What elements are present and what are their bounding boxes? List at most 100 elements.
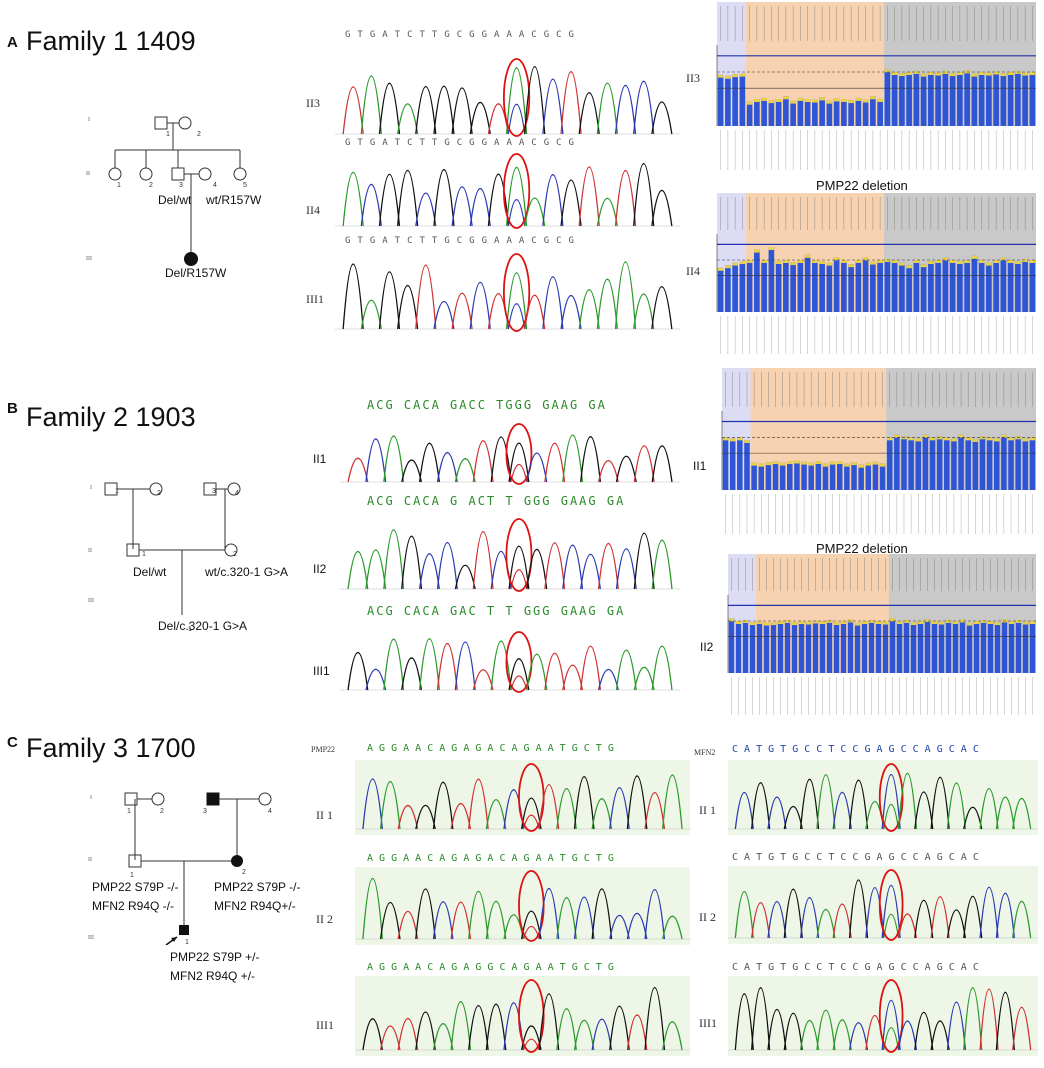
mlpa-bar-cap: [877, 99, 883, 102]
mlpa-bar-cap: [868, 619, 875, 623]
mlpa-bar: [804, 99, 811, 126]
mlpa-bar-cap: [986, 72, 992, 76]
trace-peak: [609, 914, 630, 940]
trace-peak: [472, 440, 494, 483]
mlpa-chart-b-ii1: [721, 368, 1036, 534]
mlpa-bar: [906, 265, 912, 312]
mlpa-bar: [756, 621, 763, 673]
mlpa-bar-cap: [784, 619, 791, 623]
mlpa-bar-cap: [761, 260, 767, 263]
mlpa-bar: [882, 621, 889, 673]
mlpa-bar-cap: [1029, 72, 1036, 75]
trace-peak: [591, 798, 613, 830]
mlpa-bar-cap: [928, 261, 934, 265]
mlpa-bar: [1015, 261, 1021, 312]
trace-peak: [520, 910, 542, 940]
mlpa-bar-cap: [862, 99, 869, 103]
mlpa-bar: [797, 97, 804, 126]
trace-peak: [454, 564, 476, 590]
mlpa-bar-cap: [775, 261, 782, 265]
sequence-text: A G G A A C A G A G G C A G A A T G C T …: [367, 962, 614, 973]
mlpa-bar-cap: [848, 264, 854, 268]
mlpa-bar: [924, 618, 931, 673]
mlpa-bar-cap: [944, 437, 950, 441]
mlpa-bar: [725, 75, 731, 126]
trace-peak: [485, 798, 507, 830]
mlpa-bar: [935, 72, 941, 126]
trace-peak: [580, 553, 602, 590]
trace-peak: [848, 1022, 869, 1051]
mlpa-bar-cap: [855, 97, 862, 101]
individual-index: 2: [157, 490, 161, 497]
mlpa-bar: [862, 99, 869, 126]
mlpa-bar: [936, 436, 943, 490]
mlpa-bar-cap: [884, 69, 891, 73]
mlpa-bar-cap: [978, 260, 985, 263]
mlpa-bar-cap: [861, 621, 868, 624]
mlpa-chart-a-ii4: [716, 193, 1036, 354]
trace-peak: [881, 999, 901, 1051]
trace-peak: [454, 641, 476, 691]
mlpa-bar: [754, 99, 760, 126]
genotype-label: Del/R157W: [165, 266, 227, 280]
trace-peak: [995, 992, 1015, 1051]
mlpa-bar: [862, 257, 869, 312]
generation-label: III: [86, 256, 92, 262]
mlpa-bar-cap: [798, 621, 805, 624]
trace-peak: [526, 549, 548, 590]
mlpa-bar-cap: [819, 621, 826, 624]
mlpa-bar-cap: [879, 463, 886, 467]
panel-letter-b: B: [7, 400, 18, 417]
mlpa-bar-cap: [877, 260, 883, 263]
mlpa-bar: [986, 262, 992, 312]
trace-peak: [591, 888, 613, 940]
mlpa-chart-b-ii2: [727, 554, 1036, 715]
trace-peak: [946, 1001, 967, 1051]
mlpa-bar: [929, 437, 936, 490]
mlpa-bar-cap: [884, 258, 891, 262]
mlpa-bar-cap: [942, 257, 949, 261]
trace-peak: [490, 436, 512, 483]
mlpa-bar: [931, 621, 938, 673]
mlpa-bar-cap: [1008, 621, 1015, 624]
mlpa-bar: [775, 99, 782, 126]
mlpa-bar-cap: [841, 260, 847, 263]
mlpa-bar: [949, 260, 956, 312]
trace-label: II 2: [316, 912, 333, 926]
mlpa-bar-cap: [729, 438, 736, 442]
trace-peak: [360, 299, 382, 330]
mlpa-bar: [1029, 260, 1036, 312]
trace-peak: [418, 638, 440, 691]
trace-peak: [451, 87, 473, 135]
mlpa-bar: [879, 463, 886, 490]
trace-peak: [633, 532, 655, 590]
trace-label: III1: [316, 1018, 334, 1032]
trace-peak: [360, 184, 382, 227]
mlpa-bar-cap: [804, 254, 811, 258]
trace-peak: [614, 170, 637, 227]
trace-peak: [538, 887, 560, 940]
trace-peak: [418, 553, 440, 590]
trace-peak: [633, 666, 655, 691]
individual-index: 2: [160, 808, 164, 815]
mlpa-bar-cap: [935, 72, 941, 76]
mlpa-bar: [797, 260, 804, 312]
mlpa-bar: [798, 621, 805, 673]
mlpa-bar: [739, 261, 746, 312]
genotype-label: MFN2 R94Q +/-: [170, 969, 256, 983]
mlpa-bar: [841, 99, 847, 126]
mlpa-bar: [971, 255, 978, 312]
mlpa-bar: [770, 622, 777, 673]
mlpa-bar: [894, 434, 900, 490]
trace-peak: [383, 435, 405, 483]
mlpa-bar: [732, 262, 738, 312]
trace-peak: [597, 460, 619, 483]
mlpa-bar: [951, 438, 957, 490]
mlpa-bar-cap: [754, 99, 760, 102]
trace-peak: [396, 170, 419, 227]
individual-index: 2: [233, 551, 237, 558]
mlpa-bar: [901, 436, 907, 490]
mlpa-bar-cap: [790, 100, 796, 104]
mlpa-bar-cap: [819, 261, 825, 265]
panel-letter-a: A: [7, 34, 18, 51]
